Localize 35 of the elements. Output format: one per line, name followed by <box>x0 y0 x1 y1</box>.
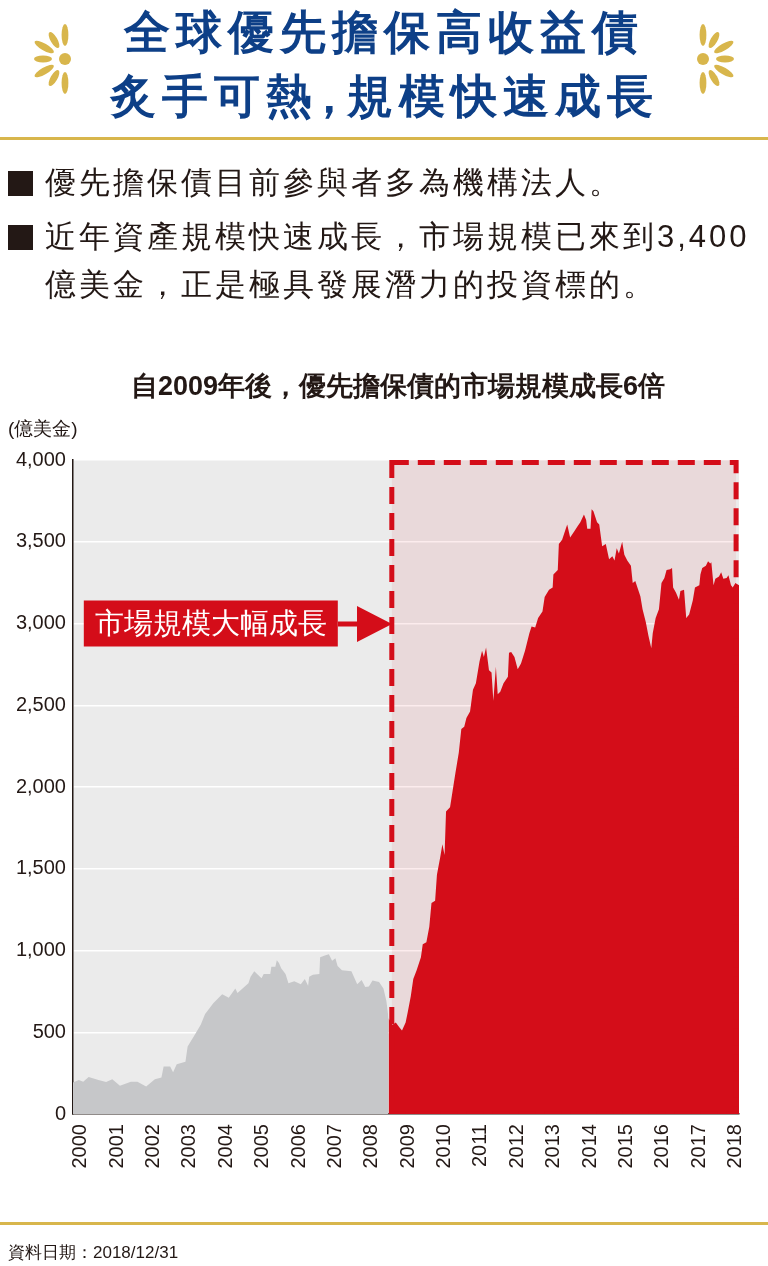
x-tick-label: 2014 <box>577 1124 600 1169</box>
x-tick-label: 2010 <box>432 1124 455 1169</box>
text: 資料日期：2018/12/31 <box>8 1242 179 1264</box>
y-tick-label: 4,000 <box>15 447 66 470</box>
x-tick-label: 2016 <box>650 1124 673 1169</box>
x-tick-label: 2001 <box>104 1124 127 1169</box>
x-tick-label: 2008 <box>359 1124 382 1169</box>
x-tick-label: 2017 <box>686 1124 709 1169</box>
x-tick-label: 2018 <box>723 1124 746 1169</box>
y-tick-label: 3,000 <box>15 611 66 634</box>
chart-title: 全球優先擔保高收益債炙手可熱，規模快速成長 <box>108 5 660 124</box>
x-tick-label: 2005 <box>250 1124 273 1169</box>
x-tick-label: 2011 <box>468 1124 491 1168</box>
y-tick-label: 3,500 <box>15 529 66 552</box>
chart-subtitle: 自2009年後，優先擔保債的市場規模成長6倍 <box>130 371 666 402</box>
text: 近年資產規模快速成長，市場規模已來到3,400億美金，正是極具發展潛力的投資標的。 <box>45 219 750 302</box>
band-label: 市場規模大幅成長 <box>94 606 327 639</box>
x-tick-label: 2013 <box>541 1124 564 1169</box>
x-tick-label: 2003 <box>177 1124 200 1169</box>
x-tick-label: 2000 <box>68 1124 91 1169</box>
y-tick-label: 1,000 <box>15 938 66 961</box>
x-tick-label: 2007 <box>322 1124 345 1169</box>
y-tick-label: 1,500 <box>15 856 66 879</box>
x-tick-label: 2004 <box>213 1124 236 1169</box>
y-tick-label: 500 <box>32 1019 66 1042</box>
x-tick-label: 2006 <box>286 1124 309 1169</box>
y-axis-title: (億美金) <box>8 418 78 440</box>
x-tick-label: 2009 <box>395 1124 418 1169</box>
y-tick-label: 2,500 <box>15 692 66 715</box>
x-tick-label: 2002 <box>140 1124 163 1169</box>
text: 優先擔保債目前參與者多為機構法人。 <box>45 165 623 200</box>
x-tick-label: 2012 <box>504 1124 527 1169</box>
y-tick-label: 2,000 <box>15 774 66 797</box>
y-tick-label: 0 <box>54 1101 66 1124</box>
x-tick-label: 2015 <box>614 1124 637 1169</box>
